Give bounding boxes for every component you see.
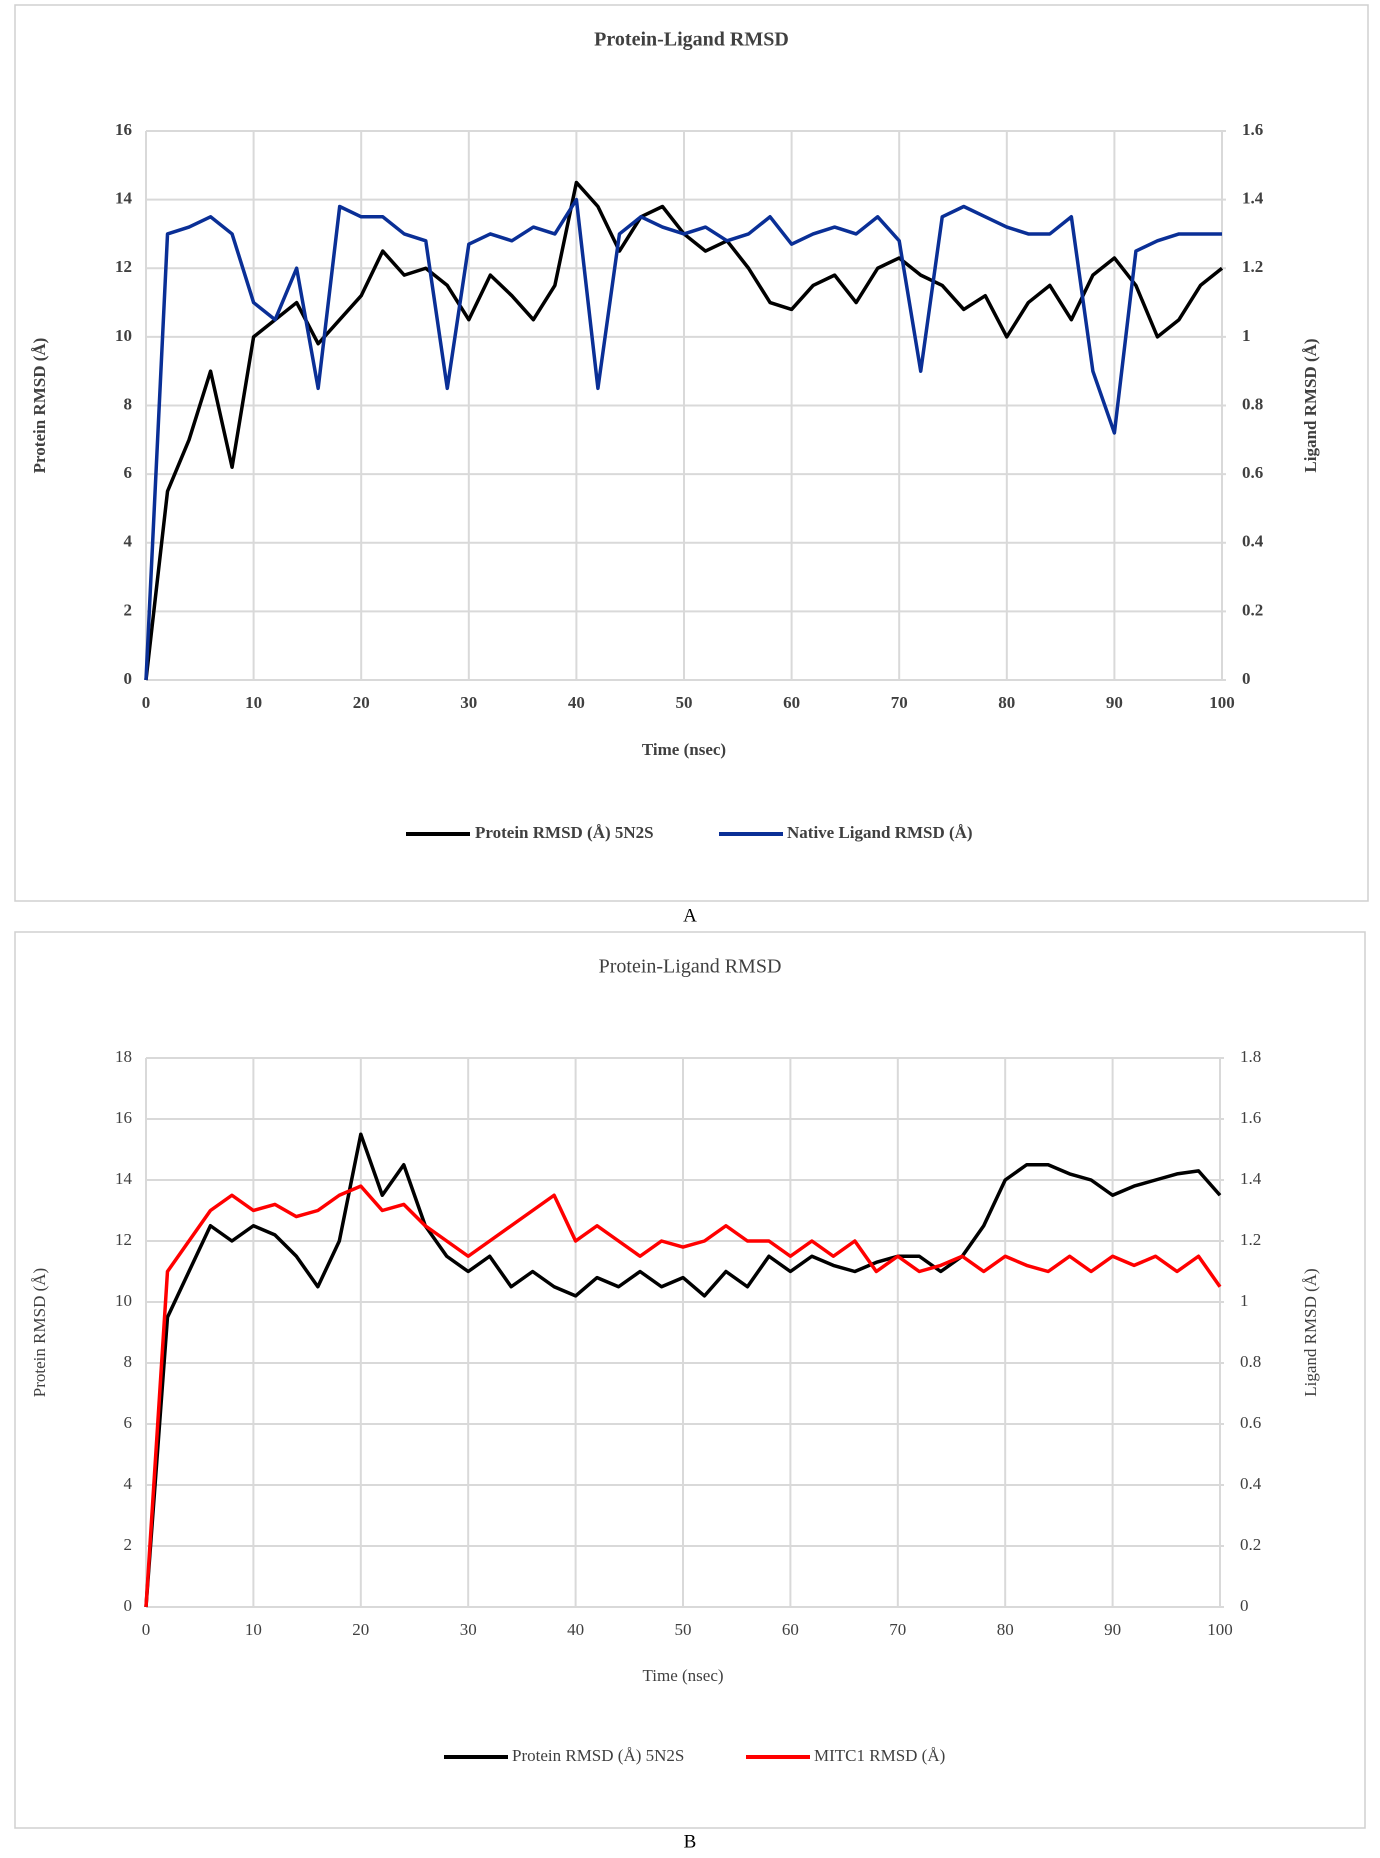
x-tick-label: 70 bbox=[889, 1620, 906, 1639]
x-tick-label: 40 bbox=[567, 1620, 584, 1639]
y-tick-label: 4 bbox=[124, 1474, 133, 1493]
x-tick-label: 20 bbox=[352, 1620, 369, 1639]
y2-tick-label: 0.8 bbox=[1240, 1352, 1261, 1371]
y-axis-title: Protein RMSD (Å) bbox=[30, 1268, 49, 1397]
y-tick-label: 0 bbox=[124, 669, 133, 688]
y2-tick-label: 1 bbox=[1240, 1291, 1249, 1310]
y2-tick-label: 1 bbox=[1242, 326, 1251, 345]
y2-tick-label: 1.8 bbox=[1240, 1047, 1261, 1066]
series-line bbox=[144, 1184, 1222, 1608]
y-tick-label: 14 bbox=[115, 189, 133, 208]
y-tick-label: 8 bbox=[124, 394, 133, 413]
y-tick-label: 8 bbox=[124, 1352, 133, 1371]
y2-tick-label: 1.6 bbox=[1242, 120, 1263, 139]
y-tick-label: 16 bbox=[115, 1108, 132, 1127]
y2-tick-label: 0 bbox=[1242, 669, 1251, 688]
y-tick-label: 6 bbox=[124, 463, 133, 482]
y-tick-label: 18 bbox=[115, 1047, 132, 1066]
x-tick-label: 90 bbox=[1104, 1620, 1121, 1639]
y-tick-label: 10 bbox=[115, 1291, 132, 1310]
x-tick-label: 60 bbox=[782, 1620, 799, 1639]
y-tick-label: 10 bbox=[115, 326, 132, 345]
x-tick-label: 80 bbox=[998, 693, 1015, 712]
x-tick-label: 80 bbox=[997, 1620, 1014, 1639]
y2-tick-label: 1.4 bbox=[1242, 189, 1264, 208]
y2-tick-label: 1.4 bbox=[1240, 1169, 1262, 1188]
legend-label: MITC1 RMSD (Å) bbox=[814, 1746, 945, 1765]
panel-label: A bbox=[683, 905, 697, 926]
y-tick-label: 2 bbox=[124, 600, 133, 619]
y2-axis-title: Ligand RMSD (Å) bbox=[1301, 1268, 1320, 1396]
x-tick-label: 30 bbox=[460, 693, 477, 712]
x-tick-label: 20 bbox=[353, 693, 370, 712]
x-tick-label: 40 bbox=[568, 693, 585, 712]
y2-tick-label: 0.4 bbox=[1242, 532, 1264, 551]
x-tick-label: 10 bbox=[245, 1620, 262, 1639]
y2-tick-label: 0.8 bbox=[1242, 394, 1263, 413]
y-tick-label: 6 bbox=[124, 1413, 133, 1432]
y-tick-label: 2 bbox=[124, 1535, 133, 1554]
y2-tick-label: 0.2 bbox=[1242, 600, 1263, 619]
x-tick-label: 60 bbox=[783, 693, 800, 712]
y2-tick-label: 0.2 bbox=[1240, 1535, 1261, 1554]
y-axis-title: Protein RMSD (Å) bbox=[30, 338, 49, 474]
x-axis-title: Time (nsec) bbox=[642, 740, 726, 759]
legend-label: Protein RMSD (Å) 5N2S bbox=[475, 823, 654, 842]
x-axis-title: Time (nsec) bbox=[642, 1666, 723, 1685]
y2-tick-label: 1.2 bbox=[1242, 257, 1263, 276]
y2-tick-label: 0.6 bbox=[1242, 463, 1263, 482]
legend-label: Native Ligand RMSD (Å) bbox=[787, 823, 973, 842]
y-tick-label: 12 bbox=[115, 257, 132, 276]
x-tick-label: 30 bbox=[460, 1620, 477, 1639]
y2-tick-label: 0.4 bbox=[1240, 1474, 1262, 1493]
series-line bbox=[144, 197, 1222, 681]
y2-tick-label: 1.2 bbox=[1240, 1230, 1261, 1249]
series-line bbox=[144, 1132, 1222, 1608]
x-tick-label: 100 bbox=[1209, 693, 1235, 712]
x-tick-label: 0 bbox=[142, 693, 151, 712]
chart-title: Protein-Ligand RMSD bbox=[599, 956, 782, 978]
y2-tick-label: 0 bbox=[1240, 1596, 1249, 1615]
x-tick-label: 90 bbox=[1106, 693, 1123, 712]
x-tick-label: 0 bbox=[142, 1620, 151, 1639]
chart-frame bbox=[14, 931, 1366, 1829]
legend-label: Protein RMSD (Å) 5N2S bbox=[512, 1746, 684, 1765]
x-tick-label: 100 bbox=[1207, 1620, 1233, 1639]
y-tick-label: 12 bbox=[115, 1230, 132, 1249]
chart-frame bbox=[14, 4, 1369, 902]
y2-tick-label: 1.6 bbox=[1240, 1108, 1261, 1127]
chart-title: Protein-Ligand RMSD bbox=[594, 29, 789, 51]
x-tick-label: 50 bbox=[675, 1620, 692, 1639]
x-tick-label: 10 bbox=[245, 693, 262, 712]
y-tick-label: 0 bbox=[124, 1596, 133, 1615]
x-tick-label: 50 bbox=[676, 693, 693, 712]
y-tick-label: 16 bbox=[115, 120, 132, 139]
x-tick-label: 70 bbox=[891, 693, 908, 712]
panel-label: B bbox=[684, 1831, 697, 1852]
y-tick-label: 14 bbox=[115, 1169, 133, 1188]
y-tick-label: 4 bbox=[124, 532, 133, 551]
y2-axis-title: Ligand RMSD (Å) bbox=[1301, 338, 1320, 472]
y2-tick-label: 0.6 bbox=[1240, 1413, 1261, 1432]
